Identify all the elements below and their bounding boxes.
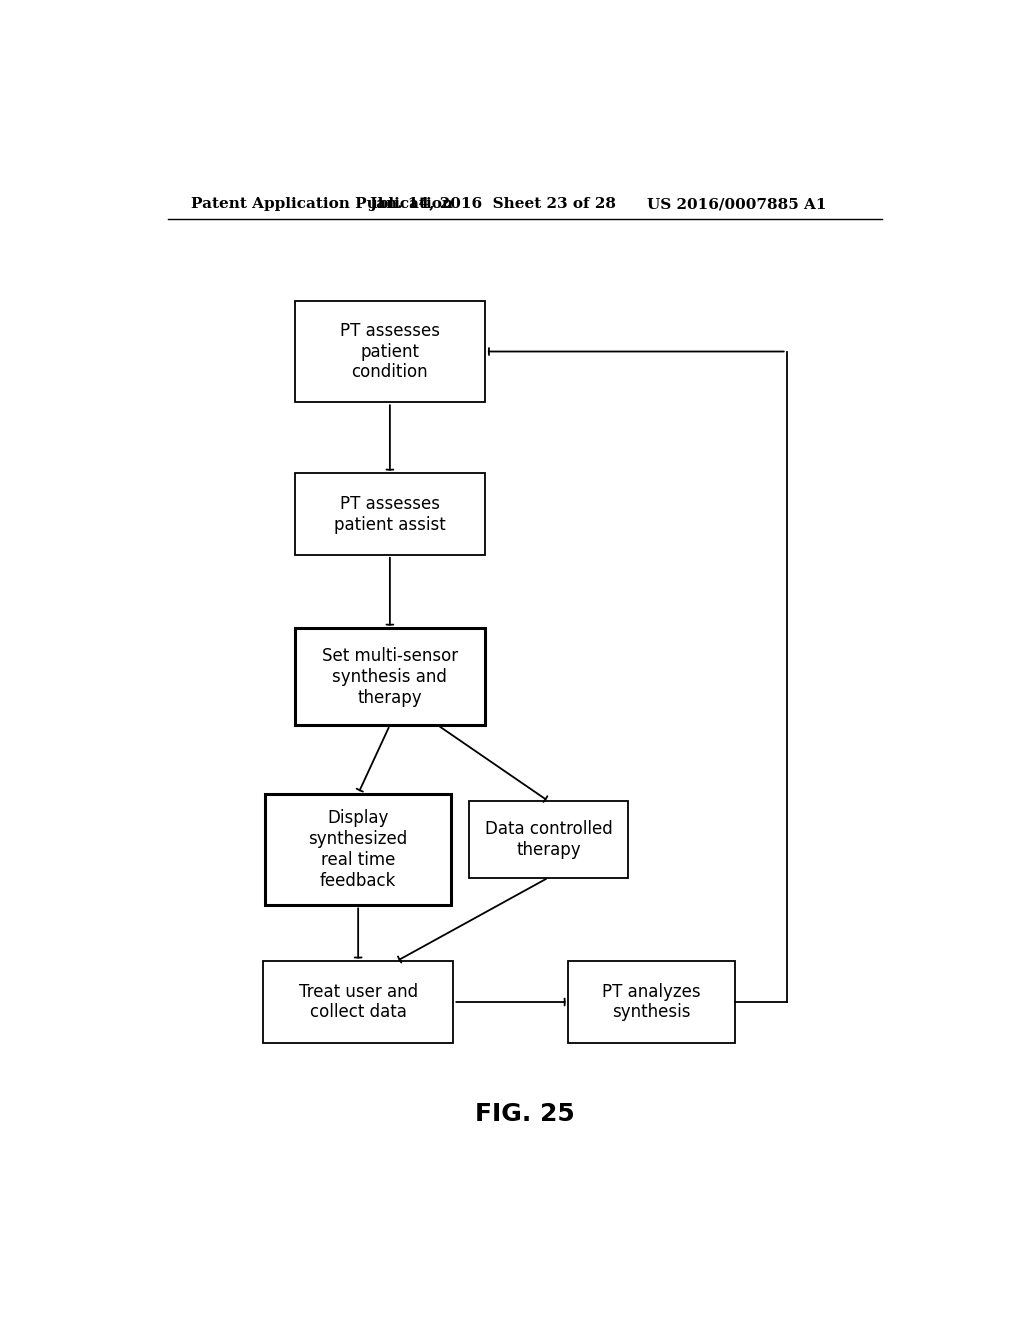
Text: Set multi-sensor
synthesis and
therapy: Set multi-sensor synthesis and therapy	[322, 647, 458, 706]
Text: Jan. 14, 2016  Sheet 23 of 28: Jan. 14, 2016 Sheet 23 of 28	[370, 197, 616, 211]
FancyBboxPatch shape	[263, 961, 454, 1043]
FancyBboxPatch shape	[295, 474, 485, 554]
Text: Display
synthesized
real time
feedback: Display synthesized real time feedback	[308, 809, 408, 890]
Text: Data controlled
therapy: Data controlled therapy	[484, 820, 612, 859]
Text: PT assesses
patient
condition: PT assesses patient condition	[340, 322, 440, 381]
Text: PT assesses
patient assist: PT assesses patient assist	[334, 495, 445, 533]
FancyBboxPatch shape	[568, 961, 735, 1043]
Text: PT analyzes
synthesis: PT analyzes synthesis	[602, 982, 701, 1022]
FancyBboxPatch shape	[469, 801, 628, 878]
Text: Patent Application Publication: Patent Application Publication	[191, 197, 454, 211]
FancyBboxPatch shape	[295, 628, 485, 725]
Text: Treat user and
collect data: Treat user and collect data	[299, 982, 418, 1022]
Text: US 2016/0007885 A1: US 2016/0007885 A1	[647, 197, 826, 211]
FancyBboxPatch shape	[265, 793, 452, 906]
Text: FIG. 25: FIG. 25	[475, 1102, 574, 1126]
FancyBboxPatch shape	[295, 301, 485, 403]
